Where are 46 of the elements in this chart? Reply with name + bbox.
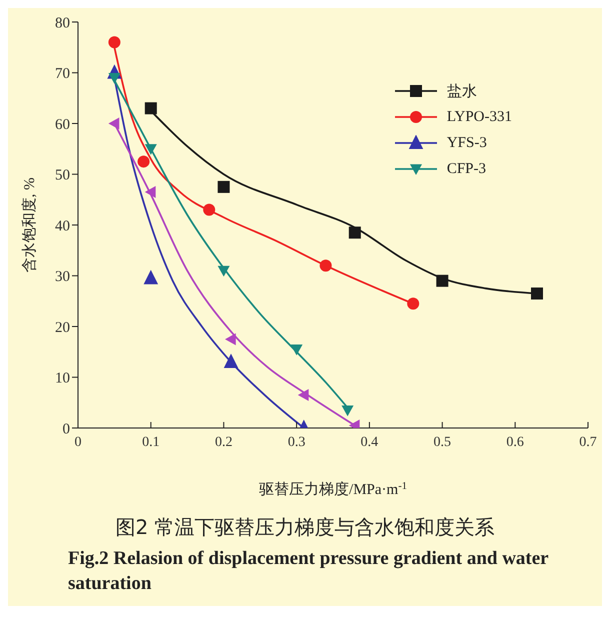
point [320,260,332,272]
legend-label: YFS-3 [446,134,487,152]
point [342,405,354,416]
point [108,73,120,84]
point [224,354,238,368]
legend-label: 盐水 [446,82,477,100]
point [290,344,303,356]
x-tick-label: 0.5 [434,434,452,450]
y-tick-label: 40 [55,218,70,234]
y-tick-label: 50 [55,168,70,184]
point [144,144,157,155]
x-tick-label: 0.2 [214,434,232,450]
text: Fig.2 Relasion of displacement pressure gradient and water saturation [68,547,550,596]
point [531,288,543,300]
x-axis-title: 驱替压力梯度/MPa·m$^{-1}$ [259,480,407,498]
y-tick-label: 70 [55,66,70,82]
point [225,333,236,346]
point [144,102,157,114]
y-tick-label: 30 [55,269,70,286]
x-tick-label: 0.7 [579,434,597,450]
point [218,266,230,277]
x-tick-label: 0.4 [360,434,378,450]
point [203,204,216,216]
point [348,226,361,239]
point [218,180,230,193]
point [144,270,158,284]
y-axis-title: 含水饱和度, % [21,178,38,272]
y-tick-label: 60 [55,116,70,133]
x-tick-label: 0.3 [288,434,306,450]
x-tick-label: 0 [74,434,82,450]
point [108,36,120,48]
point [144,186,156,198]
y-tick-label: 80 [55,15,70,32]
point [407,298,420,310]
legend-label: LYPO-331 [446,108,512,126]
x-tick-label: 0.6 [506,434,524,450]
point [138,156,150,168]
text: 图2 常温下驱替压力梯度与含水饱和度关系 [114,514,496,541]
x-tick-label: 0.1 [142,434,160,450]
legend-label: CFP-3 [446,160,486,178]
y-tick-label: 20 [55,320,70,336]
point [298,389,309,402]
point [436,274,448,287]
y-tick-label: 0 [62,421,70,438]
y-tick-label: 10 [55,370,70,387]
point [108,118,120,130]
